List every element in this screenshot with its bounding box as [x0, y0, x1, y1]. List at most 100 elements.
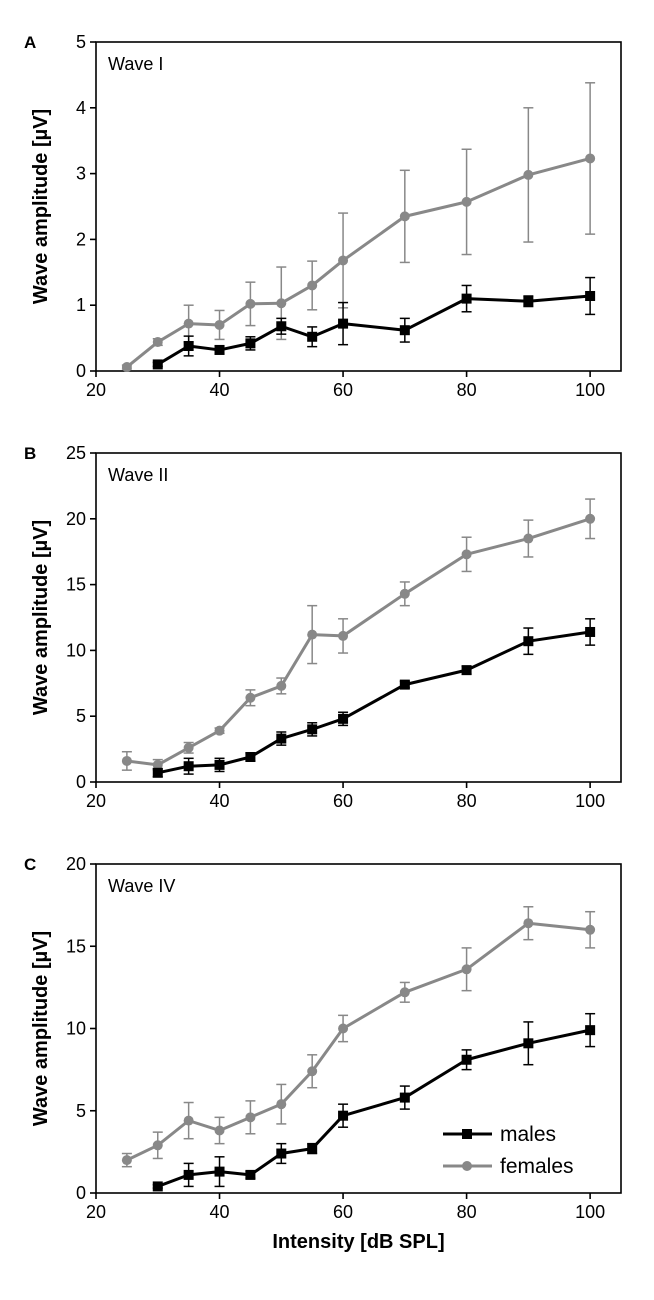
series-males — [152, 1012, 596, 1192]
data-point — [276, 680, 287, 691]
data-point — [523, 296, 534, 307]
x-tick-label: 100 — [575, 791, 605, 811]
data-point — [152, 1140, 163, 1151]
panel-letter: C — [24, 855, 36, 874]
x-tick-label: 100 — [575, 1202, 605, 1222]
data-point — [399, 987, 410, 998]
wave-title: Wave II — [108, 465, 168, 485]
data-point — [338, 1023, 349, 1034]
y-tick-label: 5 — [76, 1101, 86, 1121]
series-line — [157, 630, 591, 775]
data-point — [214, 759, 225, 770]
y-tick-label: 4 — [76, 98, 86, 118]
data-point — [523, 918, 534, 929]
data-point — [461, 196, 472, 207]
panel-letter: A — [24, 33, 36, 52]
x-tick-label: 40 — [210, 1202, 230, 1222]
legend-label: females — [500, 1155, 574, 1178]
data-point — [307, 1143, 318, 1154]
data-point — [585, 626, 596, 637]
data-point — [214, 344, 225, 355]
data-point — [276, 733, 287, 744]
data-point — [523, 533, 534, 544]
y-tick-label: 2 — [76, 229, 86, 249]
data-point — [214, 1166, 225, 1177]
data-point — [399, 325, 410, 336]
y-tick-label: 10 — [66, 1019, 86, 1039]
x-tick-label: 60 — [333, 1202, 353, 1222]
plot-frame — [95, 41, 622, 372]
data-point — [152, 1181, 163, 1192]
data-point — [121, 362, 132, 373]
panel-b: B 0 5 10 15 20 25 20 40 60 80 100 Wave amplitude [µV… — [24, 443, 622, 811]
panel-c: C 0 5 10 15 20 20 40 60 80 100 Wave amplitude [µV] W… — [24, 854, 622, 1253]
x-axis-label: Intensity [dB SPL] — [272, 1231, 444, 1253]
data-point — [307, 629, 318, 640]
x-tick-label: 80 — [457, 1202, 477, 1222]
data-point — [276, 298, 287, 309]
wave-title: Wave IV — [108, 876, 175, 896]
data-point — [183, 761, 194, 772]
x-tick-label: 20 — [86, 1202, 106, 1222]
data-point — [399, 211, 410, 222]
x-tick-label: 60 — [333, 380, 353, 400]
data-point — [276, 1148, 287, 1159]
y-axis-label: Wave amplitude [µV] — [30, 109, 52, 304]
y-tick-label: 10 — [66, 640, 86, 660]
series-females — [121, 906, 596, 1168]
y-tick-label: 0 — [76, 1183, 86, 1203]
data-point — [152, 337, 163, 348]
data-point — [245, 338, 256, 349]
data-point — [183, 340, 194, 351]
x-tick-label: 40 — [210, 380, 230, 400]
series-line — [126, 921, 591, 1162]
data-point — [245, 1169, 256, 1180]
data-point — [399, 1092, 410, 1103]
legend-label: males — [500, 1123, 556, 1146]
data-point — [338, 318, 349, 329]
plot-frame — [95, 452, 622, 783]
legend-marker — [462, 1129, 472, 1139]
data-point — [461, 964, 472, 975]
data-point — [338, 255, 349, 266]
y-tick-label: 0 — [76, 361, 86, 381]
data-point — [214, 1125, 225, 1136]
data-point — [523, 636, 534, 647]
y-tick-label: 3 — [76, 164, 86, 184]
data-point — [585, 290, 596, 301]
x-tick-label: 40 — [210, 791, 230, 811]
series-males — [152, 276, 596, 370]
wave-title: Wave I — [108, 54, 163, 74]
data-point — [183, 318, 194, 329]
data-point — [585, 153, 596, 164]
data-point — [276, 1099, 287, 1110]
data-point — [214, 319, 225, 330]
data-point — [307, 1066, 318, 1077]
data-point — [338, 713, 349, 724]
data-point — [245, 751, 256, 762]
data-point — [245, 298, 256, 309]
y-tick-label: 5 — [76, 32, 86, 52]
data-point — [523, 1038, 534, 1049]
series-females — [121, 82, 596, 373]
data-point — [461, 293, 472, 304]
data-point — [461, 665, 472, 676]
x-tick-label: 20 — [86, 791, 106, 811]
x-tick-label: 80 — [457, 791, 477, 811]
y-tick-label: 15 — [66, 575, 86, 595]
data-point — [399, 588, 410, 599]
data-point — [245, 1112, 256, 1123]
x-tick-label: 100 — [575, 380, 605, 400]
data-point — [307, 724, 318, 735]
y-tick-label: 25 — [66, 443, 86, 463]
series-females — [121, 498, 596, 771]
data-point — [338, 630, 349, 641]
data-point — [245, 692, 256, 703]
data-point — [585, 1025, 596, 1036]
data-point — [523, 169, 534, 180]
y-tick-label: 20 — [66, 509, 86, 529]
legend: males females — [443, 1123, 574, 1178]
data-point — [585, 513, 596, 524]
y-tick-label: 5 — [76, 706, 86, 726]
data-point — [307, 331, 318, 342]
